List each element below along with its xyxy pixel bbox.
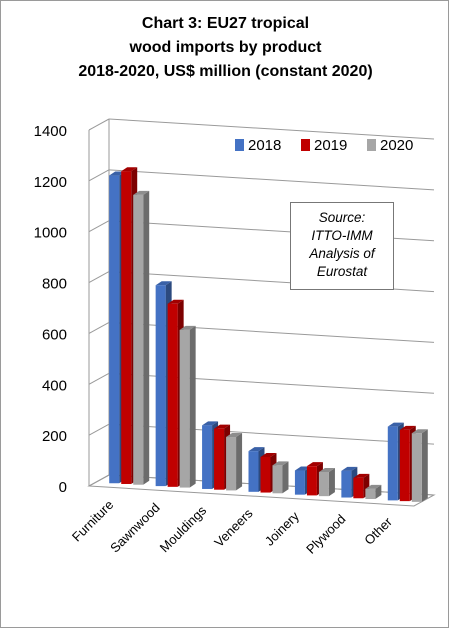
bar-top bbox=[387, 422, 404, 427]
bar-front bbox=[306, 466, 317, 496]
gridline-side bbox=[88, 372, 110, 385]
bar-top bbox=[260, 452, 277, 457]
bar-front bbox=[226, 437, 237, 491]
bar-2020-Plywood bbox=[365, 484, 382, 500]
gridline-side bbox=[88, 169, 110, 182]
bar-top bbox=[365, 484, 382, 489]
bar-front bbox=[179, 329, 190, 488]
bar-2020-Mouldings bbox=[226, 433, 243, 491]
y-tick-label: 200 bbox=[42, 428, 67, 445]
gridline-side bbox=[88, 321, 110, 334]
y-tick-label: 1400 bbox=[34, 123, 67, 140]
bar-top bbox=[155, 281, 172, 286]
bar-front bbox=[353, 477, 364, 499]
bar-top bbox=[353, 473, 370, 478]
category-label: Mouldings bbox=[157, 502, 210, 555]
bar-front bbox=[318, 471, 329, 497]
bar-top bbox=[248, 447, 265, 452]
gridline-side bbox=[88, 271, 110, 284]
bar-side bbox=[143, 190, 150, 485]
bar-front bbox=[272, 465, 283, 494]
bar-top bbox=[179, 325, 196, 330]
bar-front bbox=[167, 303, 178, 487]
y-tick-label: 800 bbox=[42, 276, 67, 293]
chart-floor bbox=[87, 474, 436, 507]
source-line-3: Analysis of bbox=[309, 246, 375, 261]
gridline-side bbox=[88, 118, 110, 131]
bar-top bbox=[167, 299, 184, 304]
source-line-2: ITTO-IMM bbox=[311, 228, 373, 243]
bar-front bbox=[214, 428, 225, 490]
bar-top bbox=[133, 190, 150, 195]
bar-side bbox=[421, 429, 428, 502]
chart-title-line-3: 2018-2020, US$ million (constant 2020) bbox=[78, 63, 373, 80]
bar-top bbox=[121, 167, 138, 172]
bar-front bbox=[341, 470, 352, 498]
bar-top bbox=[306, 462, 323, 467]
bar-side bbox=[375, 484, 382, 500]
gridline bbox=[108, 169, 435, 191]
bar-front bbox=[155, 285, 166, 487]
bar-front bbox=[133, 194, 144, 485]
bar-front bbox=[260, 456, 271, 493]
bar-side bbox=[328, 467, 335, 497]
bar-side bbox=[189, 325, 196, 488]
bar-2020-Veneers bbox=[272, 461, 289, 494]
gridline bbox=[108, 118, 435, 140]
bar-2020-Joinery bbox=[318, 467, 335, 497]
bar-front bbox=[365, 488, 376, 500]
bar-front bbox=[411, 433, 422, 502]
bar-top bbox=[399, 425, 416, 430]
gridline-side bbox=[88, 423, 110, 436]
bar-2020-Other bbox=[411, 429, 428, 502]
y-tick-label: 400 bbox=[42, 377, 67, 394]
bar-2020-Sawnwood bbox=[179, 325, 196, 488]
source-annotation: Source: ITTO-IMM Analysis of Eurostat bbox=[290, 202, 394, 290]
bar-side bbox=[236, 433, 243, 491]
bar-front bbox=[399, 429, 410, 502]
category-label: Veneers bbox=[211, 505, 256, 550]
bar-front bbox=[121, 171, 132, 484]
chart-title-line-2: wood imports by product bbox=[129, 39, 322, 56]
category-label: Joinery bbox=[262, 508, 303, 549]
source-line-1: Source: bbox=[318, 210, 366, 225]
y-tick-label: 0 bbox=[59, 479, 67, 496]
y-tick-label: 1000 bbox=[34, 225, 67, 242]
category-label: Furniture bbox=[69, 497, 116, 544]
bar-top bbox=[214, 424, 231, 429]
bar-front bbox=[387, 426, 398, 501]
source-line-4: Eurostat bbox=[316, 264, 368, 279]
legend-label-2018: 2018 bbox=[248, 137, 281, 154]
bar-front bbox=[109, 175, 120, 484]
bar-top bbox=[318, 467, 335, 472]
bar-side bbox=[282, 461, 289, 494]
bar-top bbox=[341, 466, 358, 471]
bar-2020-Furniture bbox=[133, 190, 150, 485]
legend-swatch-2020 bbox=[367, 139, 376, 151]
category-label: Plywood bbox=[303, 511, 348, 556]
gridline-side bbox=[88, 220, 110, 233]
legend-swatch-2019 bbox=[301, 139, 310, 151]
legend-label-2019: 2019 bbox=[314, 137, 347, 154]
legend-label-2020: 2020 bbox=[380, 137, 413, 154]
bar-top bbox=[272, 461, 289, 466]
bar-top bbox=[226, 433, 243, 438]
bar-front bbox=[294, 470, 305, 495]
y-tick-label: 1200 bbox=[34, 174, 67, 191]
y-tick-label: 600 bbox=[42, 326, 67, 343]
bar-front bbox=[202, 425, 213, 489]
bar-top bbox=[202, 421, 219, 426]
bar-top bbox=[411, 429, 428, 434]
legend-swatch-2018 bbox=[235, 139, 244, 151]
bar-front bbox=[248, 451, 259, 492]
category-label: Other bbox=[361, 514, 395, 548]
chart-title-line-1: Chart 3: EU27 tropical bbox=[141, 15, 310, 32]
